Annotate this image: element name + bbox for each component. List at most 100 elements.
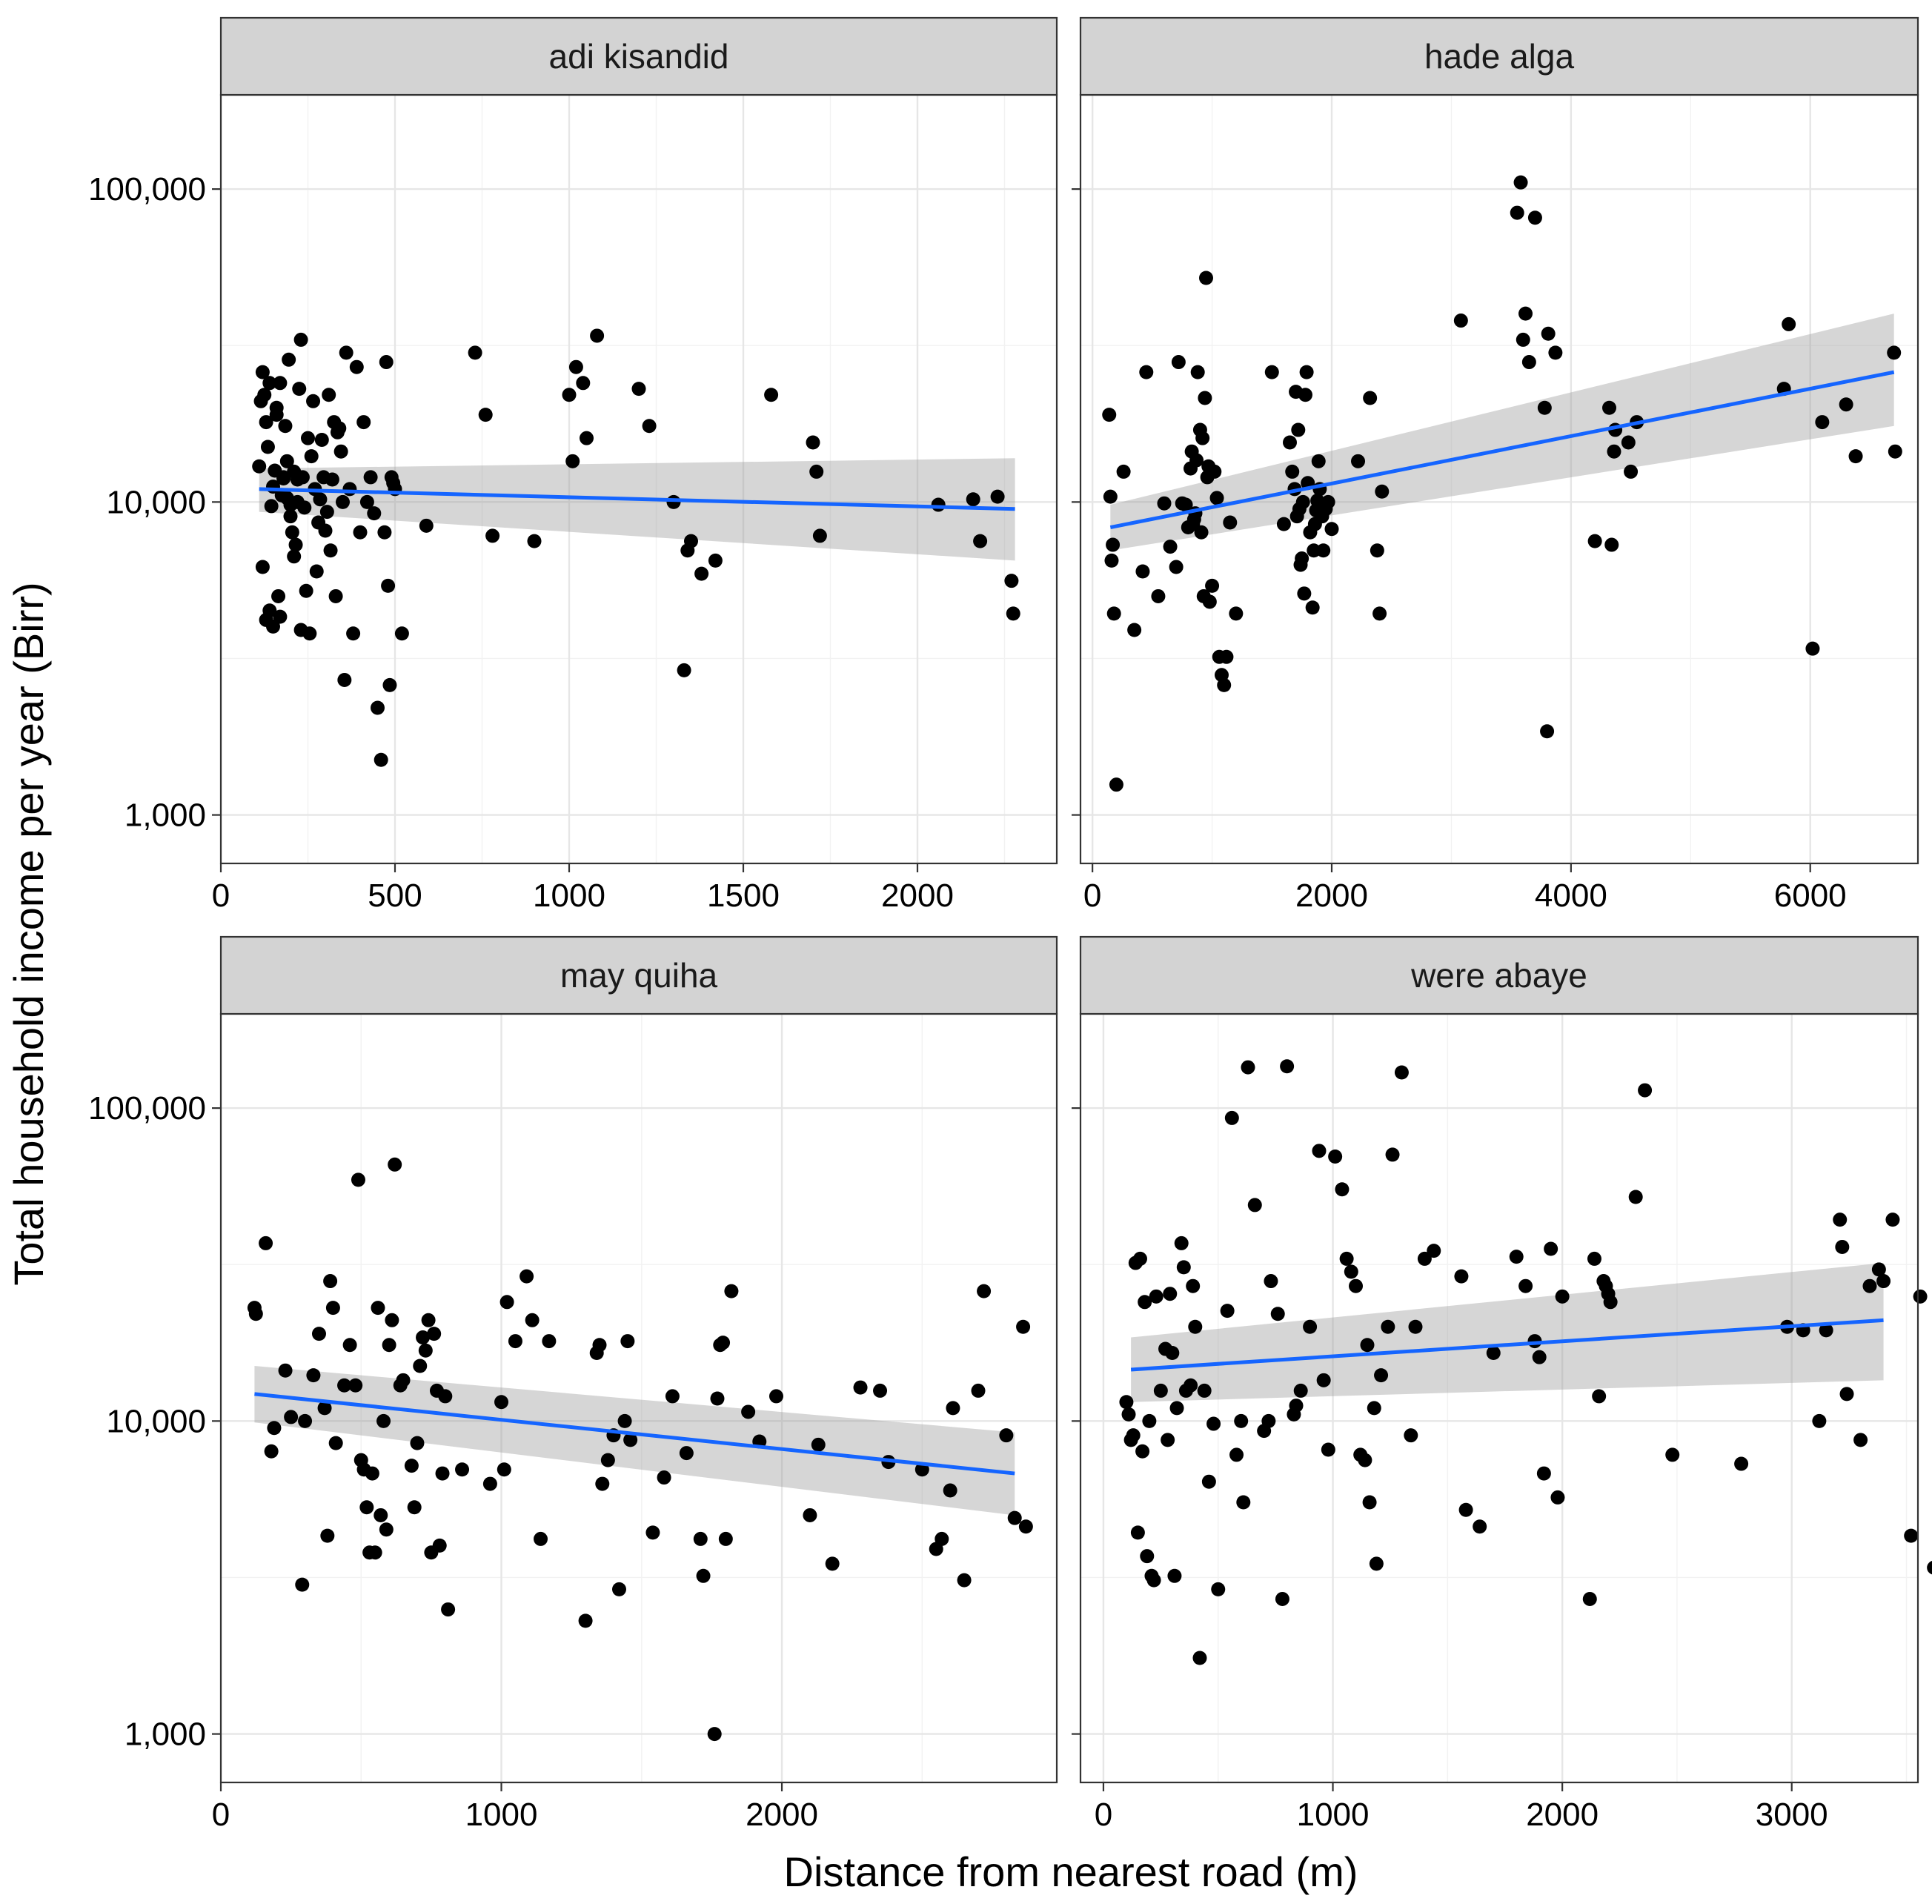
data-point: [1102, 408, 1117, 422]
data-point: [1587, 1251, 1601, 1266]
data-point: [1871, 1262, 1886, 1277]
data-point: [1734, 1456, 1749, 1471]
data-point: [276, 470, 291, 485]
data-point: [1621, 435, 1636, 450]
data-point: [1833, 1213, 1848, 1227]
data-point: [568, 359, 583, 374]
data-point: [1603, 1295, 1618, 1310]
data-point: [1349, 1278, 1364, 1293]
x-tick-label: 0: [1095, 1797, 1112, 1833]
data-point: [645, 1525, 660, 1540]
data-point: [365, 1466, 379, 1481]
regression-line: [1130, 1318, 1884, 1372]
data-point: [313, 492, 328, 507]
data-point: [1927, 1561, 1932, 1575]
data-point: [1885, 1213, 1900, 1227]
data-point: [385, 1313, 399, 1327]
data-point: [1587, 534, 1602, 548]
data-point: [1146, 1573, 1161, 1588]
data-point: [297, 500, 312, 515]
data-point: [677, 663, 691, 677]
x-axis-title: Distance from nearest road (m): [784, 1848, 1358, 1895]
data-point: [1848, 449, 1863, 464]
data-point: [317, 1401, 332, 1416]
data-point: [1404, 1428, 1418, 1443]
data-point: [279, 454, 294, 468]
y-tick-label: 1,000: [125, 797, 206, 834]
data-point: [419, 518, 434, 533]
data-point: [288, 537, 303, 552]
data-point: [468, 345, 482, 360]
data-point: [377, 525, 392, 540]
data-point: [806, 435, 820, 450]
data-point: [421, 1313, 436, 1327]
data-point: [1853, 1433, 1868, 1447]
data-point: [349, 359, 364, 374]
data-point: [290, 472, 305, 487]
data-point: [694, 566, 709, 581]
data-point: [1241, 1060, 1255, 1075]
data-point: [359, 494, 374, 509]
data-point: [1275, 1591, 1289, 1606]
data-point: [407, 1500, 422, 1515]
x-tick-label: 0: [1083, 878, 1101, 914]
data-point: [1513, 175, 1528, 190]
data-point: [376, 1413, 391, 1428]
data-point: [438, 1389, 453, 1404]
data-point: [741, 1404, 756, 1419]
data-point: [1104, 553, 1119, 568]
data-point: [314, 432, 329, 447]
data-point: [1161, 1433, 1175, 1447]
data-point: [657, 1470, 671, 1485]
data-point: [1339, 1251, 1354, 1266]
data-point: [1321, 1442, 1335, 1457]
data-point: [1321, 494, 1335, 509]
data-point: [255, 560, 270, 574]
data-point: [1305, 600, 1320, 615]
data-point: [1367, 1401, 1381, 1416]
data-point: [1427, 1244, 1441, 1258]
x-tick-label: 3000: [1756, 1797, 1828, 1833]
data-point: [299, 583, 313, 598]
data-point: [1297, 586, 1312, 601]
data-point: [1295, 494, 1310, 509]
data-point: [1169, 1401, 1184, 1416]
data-point: [1176, 1260, 1191, 1275]
data-point: [435, 1466, 450, 1481]
data-point: [1142, 1413, 1157, 1428]
data-point: [617, 1413, 632, 1428]
data-point: [693, 1531, 708, 1546]
data-point: [1285, 464, 1300, 479]
data-point: [580, 431, 594, 445]
data-point: [1369, 1556, 1384, 1571]
data-point: [413, 1359, 428, 1373]
data-point: [342, 482, 357, 497]
data-point: [1169, 560, 1184, 574]
data-point: [332, 421, 347, 436]
data-point: [1283, 435, 1297, 450]
regression-line: [1109, 370, 1895, 529]
data-point: [1188, 1319, 1203, 1334]
data-point: [1234, 1413, 1249, 1428]
data-point: [542, 1334, 557, 1349]
data-point: [1190, 365, 1205, 379]
x-tick-label: 2000: [746, 1797, 818, 1833]
data-point: [1316, 543, 1331, 558]
data-point: [1360, 1338, 1375, 1353]
data-point: [565, 454, 580, 468]
data-point: [339, 345, 353, 360]
panel-background: [1080, 95, 1918, 863]
data-point: [1904, 1528, 1919, 1543]
data-point: [519, 1269, 534, 1284]
data-point: [1458, 1502, 1473, 1517]
data-point: [455, 1462, 470, 1477]
data-point: [1888, 444, 1902, 459]
data-point: [266, 619, 280, 634]
data-point: [623, 1433, 638, 1447]
data-point: [1298, 388, 1312, 402]
data-point: [1602, 400, 1617, 415]
data-point: [1198, 391, 1212, 405]
data-point: [1374, 1368, 1389, 1383]
data-point: [631, 382, 646, 397]
data-point: [1299, 365, 1314, 379]
